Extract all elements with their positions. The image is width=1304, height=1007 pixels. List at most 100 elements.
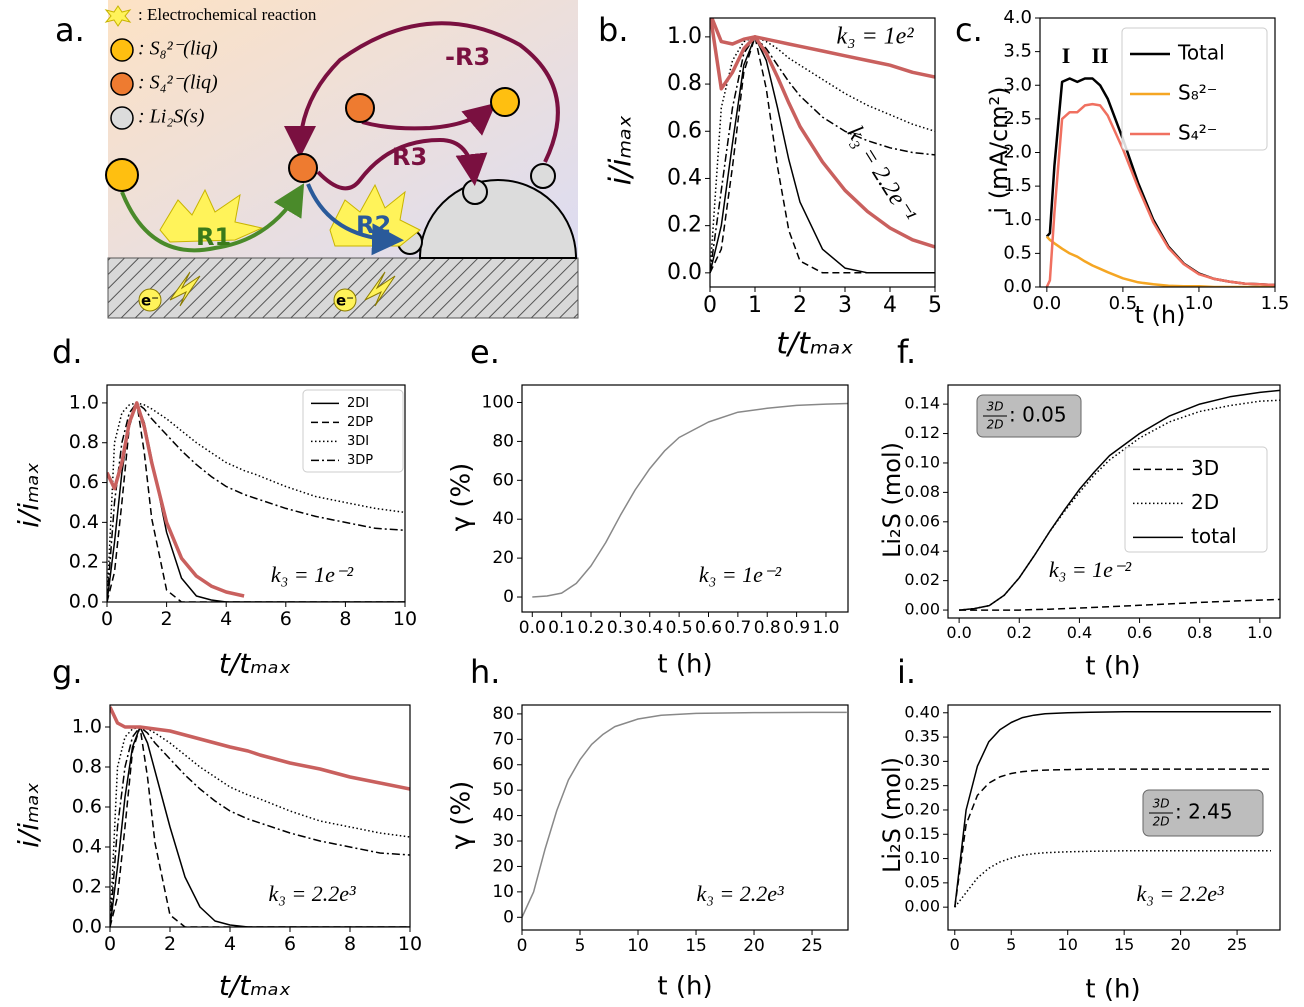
- y-tick-label: 0.20: [904, 799, 940, 818]
- plot-area: [710, 13, 935, 273]
- legend-s8: [111, 39, 133, 61]
- y-tick-label: 0.0: [72, 916, 102, 938]
- x-tick-label: 5: [575, 936, 586, 956]
- y-tick-label: 0.8: [667, 71, 702, 96]
- y-tick-label: 20: [492, 548, 514, 568]
- y-axis-label: i/iₘₐₓ: [604, 115, 639, 186]
- x-tick-label: 6: [284, 933, 296, 955]
- y-tick-label: 0.4: [69, 511, 99, 533]
- x-tick-label: 0.0: [519, 618, 546, 638]
- legend-label: 3DP: [347, 453, 373, 468]
- annotation: k₃ = 1e⁻²: [1049, 557, 1132, 582]
- y-tick-label: 80: [492, 704, 514, 724]
- chart: 0.00.20.40.60.81.00.000.020.040.060.080.…: [878, 333, 1290, 682]
- legend-s4: [111, 73, 133, 95]
- panel-label: f.: [897, 333, 916, 371]
- y-tick-label: 0.6: [667, 118, 702, 143]
- legend-text: : S₈²⁻(liq): [138, 38, 218, 60]
- y-axis-label: i/iₘₐₓ: [12, 462, 45, 528]
- panel-label: i.: [897, 653, 916, 691]
- y-tick-label: 0.6: [69, 471, 99, 493]
- y-tick-label: 0.8: [72, 756, 102, 778]
- y-tick-label: 0.08: [904, 482, 940, 501]
- y-tick-label: 0.06: [904, 511, 940, 530]
- x-tick-label: 10: [627, 936, 649, 956]
- x-tick-label: 0: [101, 608, 113, 630]
- axes-frame: [522, 385, 848, 612]
- reaction-label: R3: [392, 143, 427, 171]
- x-tick-label: 0.3: [607, 618, 634, 638]
- y-tick-label: 0.10: [904, 452, 940, 471]
- axes-frame: [710, 18, 935, 287]
- y-tick-label: 0.6: [72, 796, 102, 818]
- ratio-numerator: 3D: [987, 400, 1004, 414]
- x-tick-label: 20: [1170, 935, 1190, 954]
- x-tick-label: 15: [1114, 935, 1134, 954]
- legend-li2s: [111, 107, 133, 129]
- y-axis-label: γ (%): [447, 463, 477, 532]
- x-axis-label: t/tₘₐₓ: [776, 327, 853, 362]
- panel-label: g.: [52, 653, 82, 691]
- y-tick-label: 20: [492, 856, 514, 876]
- x-tick-label: 1.0: [1185, 293, 1214, 314]
- y-tick-label: 0: [503, 587, 514, 607]
- annotation: k₃ = 1e⁻²: [699, 562, 782, 587]
- diagram: a. : Electrochemical reaction : S₈²⁻(liq…: [55, 0, 578, 318]
- y-tick-label: 60: [492, 470, 514, 490]
- x-tick-label: 0.7: [724, 618, 751, 638]
- series-line: [1047, 237, 1275, 287]
- legend-text: : S₄²⁻(liq): [138, 72, 218, 94]
- chart: 02468100.00.20.40.60.81.0t/tₘₐₓi/iₘₐₓd.k…: [12, 333, 417, 680]
- panel-label: c.: [955, 11, 983, 49]
- y-tick-label: 0.2: [667, 213, 702, 238]
- x-tick-label: 15: [685, 936, 707, 956]
- chart: 0.00.51.01.50.00.51.01.52.02.53.03.54.0t…: [955, 7, 1289, 329]
- x-tick-label: 2: [793, 293, 807, 318]
- x-axis-label: t (h): [657, 972, 712, 1002]
- legend-label: 2DP: [347, 415, 373, 430]
- series-line: [110, 707, 410, 789]
- x-tick-label: 0.8: [1187, 623, 1212, 642]
- y-tick-label: 10: [492, 882, 514, 902]
- y-tick-label: 0.35: [904, 727, 940, 746]
- reaction-label: R1: [196, 223, 231, 251]
- axes-frame: [110, 705, 410, 927]
- x-tick-label: 8: [344, 933, 356, 955]
- x-tick-label: 5: [1006, 935, 1016, 954]
- x-tick-label: 3: [838, 293, 852, 318]
- series-line: [110, 727, 410, 927]
- legend-label: 2D: [1191, 490, 1219, 514]
- ratio-value: : 2.45: [1175, 800, 1233, 824]
- y-tick-label: 0.2: [72, 876, 102, 898]
- series-line: [955, 851, 1271, 907]
- y-axis-label: Li₂S (mol): [878, 442, 906, 558]
- y-tick-label: 40: [492, 509, 514, 529]
- series-line: [532, 403, 855, 597]
- plot-area: [522, 712, 847, 917]
- x-axis-label: t/tₘₐₓ: [219, 647, 291, 680]
- plot-area: [110, 707, 410, 927]
- annotation: k₃ = 2.2e³: [696, 881, 784, 906]
- x-tick-label: 1.5: [1261, 293, 1290, 314]
- y-tick-label: 1.0: [72, 716, 102, 738]
- li2s-particle: [531, 164, 555, 188]
- y-axis-label: Li₂S (mol): [878, 757, 906, 873]
- y-tick-label: 0.40: [904, 702, 940, 721]
- legend-text: : Electrochemical reaction: [138, 5, 317, 24]
- x-tick-label: 0.6: [1127, 623, 1152, 642]
- y-tick-label: 1.0: [667, 24, 702, 49]
- y-tick-label: 3.5: [1003, 41, 1032, 62]
- x-tick-label: 0.0: [1033, 293, 1062, 314]
- x-tick-label: 20: [743, 936, 765, 956]
- x-tick-label: 0.4: [636, 618, 663, 638]
- s8-particle: [106, 159, 138, 191]
- x-tick-label: 25: [801, 936, 823, 956]
- x-tick-label: 0.2: [577, 618, 604, 638]
- y-tick-label: 0.2: [69, 551, 99, 573]
- x-axis-label: t (h): [1135, 301, 1186, 329]
- y-tick-label: 70: [492, 729, 514, 749]
- x-tick-label: 0.6: [695, 618, 722, 638]
- y-tick-label: 0.12: [904, 423, 940, 442]
- y-tick-label: 0.0: [69, 591, 99, 613]
